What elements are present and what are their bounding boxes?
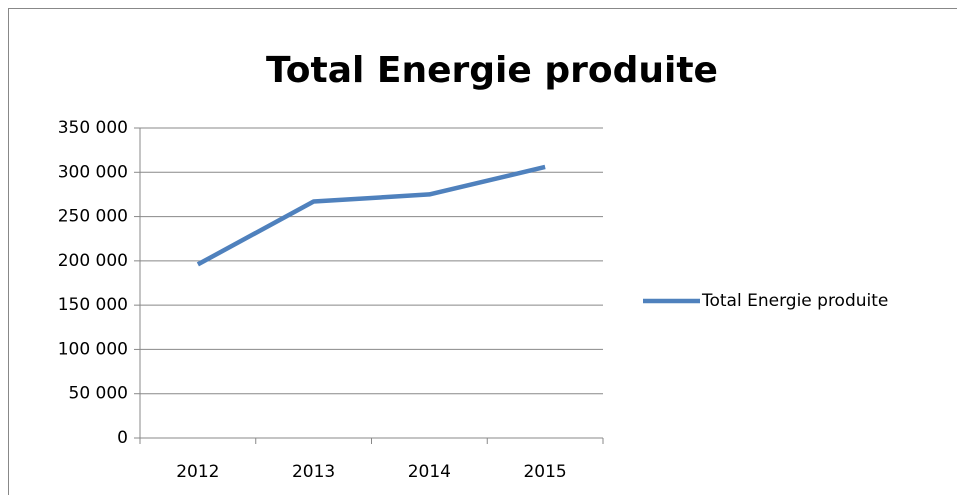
y-tick-label: 0 [117, 428, 128, 448]
x-tick-label: 2012 [176, 462, 219, 482]
y-tick-label: 200 000 [58, 251, 128, 271]
x-tick-label: 2014 [408, 462, 451, 482]
y-tick-label: 100 000 [58, 339, 128, 359]
chart-title: Total Energie produite [266, 50, 718, 91]
x-tick-label: 2013 [292, 462, 335, 482]
y-tick-label: 150 000 [58, 295, 128, 315]
y-tick-label: 250 000 [58, 207, 128, 227]
chart-border [8, 8, 957, 495]
x-tick-label: 2015 [523, 462, 566, 482]
data-line [196, 164, 546, 267]
legend-label: Total Energie produite [701, 291, 888, 311]
y-tick-label: 300 000 [58, 162, 128, 182]
y-tick-label: 350 000 [58, 118, 128, 138]
y-tick-label: 50 000 [69, 384, 128, 404]
